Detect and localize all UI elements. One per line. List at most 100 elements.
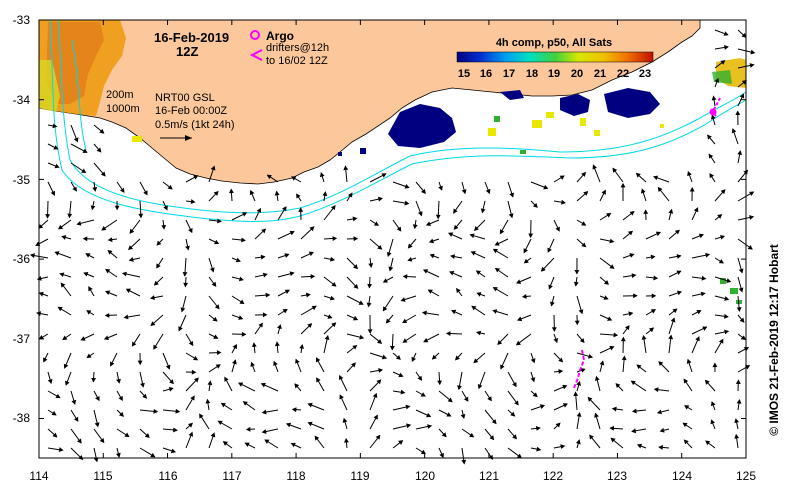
current-vector-head bbox=[51, 410, 57, 416]
current-vector-head bbox=[165, 364, 171, 370]
current-vector-head bbox=[530, 358, 536, 364]
current-vector-head bbox=[659, 427, 665, 433]
current-vector-head bbox=[82, 236, 88, 242]
current-vector-head bbox=[439, 452, 444, 459]
current-vector-head bbox=[640, 188, 646, 194]
current-vector-head bbox=[561, 199, 566, 205]
current-vector-head bbox=[190, 395, 195, 401]
current-vector-head bbox=[441, 432, 447, 438]
current-vector-head bbox=[735, 379, 741, 385]
drifters-label-2: to 16/02 12Z bbox=[266, 55, 328, 67]
current-vector-head bbox=[238, 382, 244, 387]
current-vector-head bbox=[712, 362, 718, 368]
current-vector-head bbox=[621, 355, 627, 361]
current-vector-head bbox=[735, 110, 741, 115]
current-vector-head bbox=[217, 420, 223, 426]
current-vector-head bbox=[411, 356, 416, 362]
current-vector-head bbox=[558, 369, 564, 374]
current-vector-head bbox=[705, 252, 711, 258]
current-vector-head bbox=[377, 196, 383, 202]
current-vector-head bbox=[82, 148, 88, 153]
current-vector-head bbox=[587, 353, 594, 359]
current-vector-head bbox=[427, 424, 433, 429]
current-vector-head bbox=[241, 331, 247, 337]
current-vector-head bbox=[289, 230, 295, 236]
current-vector-head bbox=[85, 253, 91, 258]
current-vector-head bbox=[99, 128, 105, 134]
drifter-icon bbox=[249, 49, 263, 61]
current-vector-head bbox=[400, 389, 406, 395]
current-vector-head bbox=[71, 399, 77, 405]
current-vector-head bbox=[613, 332, 619, 338]
current-vector-head bbox=[185, 245, 190, 251]
current-vector-head bbox=[405, 404, 411, 410]
current-vector-head bbox=[738, 287, 744, 293]
current-vector-head bbox=[516, 279, 522, 284]
current-vector-head bbox=[548, 284, 553, 290]
current-vector-head bbox=[510, 411, 516, 417]
current-vector-head bbox=[309, 226, 315, 232]
current-vector-head bbox=[207, 380, 213, 386]
current-vector-head bbox=[641, 334, 647, 340]
current-vector-head bbox=[576, 380, 581, 386]
current-vector-head bbox=[653, 387, 659, 393]
current-vector-head bbox=[417, 375, 423, 381]
current-vector-head bbox=[609, 264, 615, 269]
current-vector-head bbox=[689, 186, 695, 192]
current-vector-head bbox=[353, 264, 359, 270]
current-vector-head bbox=[499, 229, 505, 235]
current-vector-head bbox=[372, 392, 378, 398]
current-vector-head bbox=[193, 175, 199, 180]
current-vector-head bbox=[492, 287, 498, 292]
current-vector-head bbox=[284, 289, 290, 294]
current-vector-head bbox=[167, 184, 173, 190]
lon-tick-label: 120 bbox=[415, 469, 435, 483]
current-vector-head bbox=[749, 191, 755, 196]
current-vector-head bbox=[298, 207, 304, 212]
current-vector-head bbox=[319, 172, 325, 178]
current-vector-head bbox=[438, 185, 443, 191]
current-vector-head bbox=[329, 295, 335, 301]
current-vector-head bbox=[724, 313, 729, 319]
lon-tick-label: 116 bbox=[158, 469, 177, 483]
current-vector-head bbox=[423, 337, 429, 343]
current-vector-head bbox=[497, 340, 503, 346]
lon-tick-label: 114 bbox=[29, 469, 48, 483]
current-vector-head bbox=[631, 273, 637, 279]
current-vector-head bbox=[491, 419, 497, 425]
current-vector-head bbox=[388, 266, 394, 272]
current-vector-head bbox=[305, 292, 311, 298]
current-vector-head bbox=[389, 345, 395, 351]
current-vector-head bbox=[437, 380, 442, 386]
current-vector-head bbox=[536, 446, 542, 452]
current-vector-head bbox=[277, 324, 282, 330]
current-vector-head bbox=[205, 398, 211, 404]
lon-tick-label: 125 bbox=[736, 469, 756, 483]
current-vector-head bbox=[116, 378, 121, 384]
current-vector-head bbox=[508, 213, 514, 219]
bathymetry-contours bbox=[49, 19, 747, 222]
current-vector-head bbox=[124, 432, 130, 438]
contour-label-200m: 200m bbox=[106, 89, 134, 101]
current-vector-head bbox=[562, 403, 568, 408]
current-vector-head bbox=[711, 95, 717, 101]
current-vector-head bbox=[138, 213, 144, 219]
current-vector-head bbox=[347, 192, 353, 198]
current-vector-head bbox=[420, 392, 426, 397]
current-vector-head bbox=[710, 419, 716, 425]
current-vector-head bbox=[736, 398, 742, 404]
current-vector-head bbox=[324, 334, 330, 340]
current-vector-head bbox=[695, 336, 700, 342]
lat-tick-label: -34 bbox=[13, 93, 31, 107]
current-vector-head bbox=[718, 338, 724, 344]
current-vector-head bbox=[140, 382, 145, 388]
current-vector-head bbox=[260, 254, 266, 260]
current-vector-head bbox=[698, 233, 704, 239]
current-vector-head bbox=[674, 229, 680, 235]
current-vector-head bbox=[460, 414, 466, 419]
current-vector-head bbox=[238, 315, 244, 320]
current-vector-head bbox=[161, 224, 167, 230]
current-vector-head bbox=[261, 228, 267, 234]
current-vector-head bbox=[512, 434, 518, 440]
current-vector-head bbox=[500, 364, 505, 370]
